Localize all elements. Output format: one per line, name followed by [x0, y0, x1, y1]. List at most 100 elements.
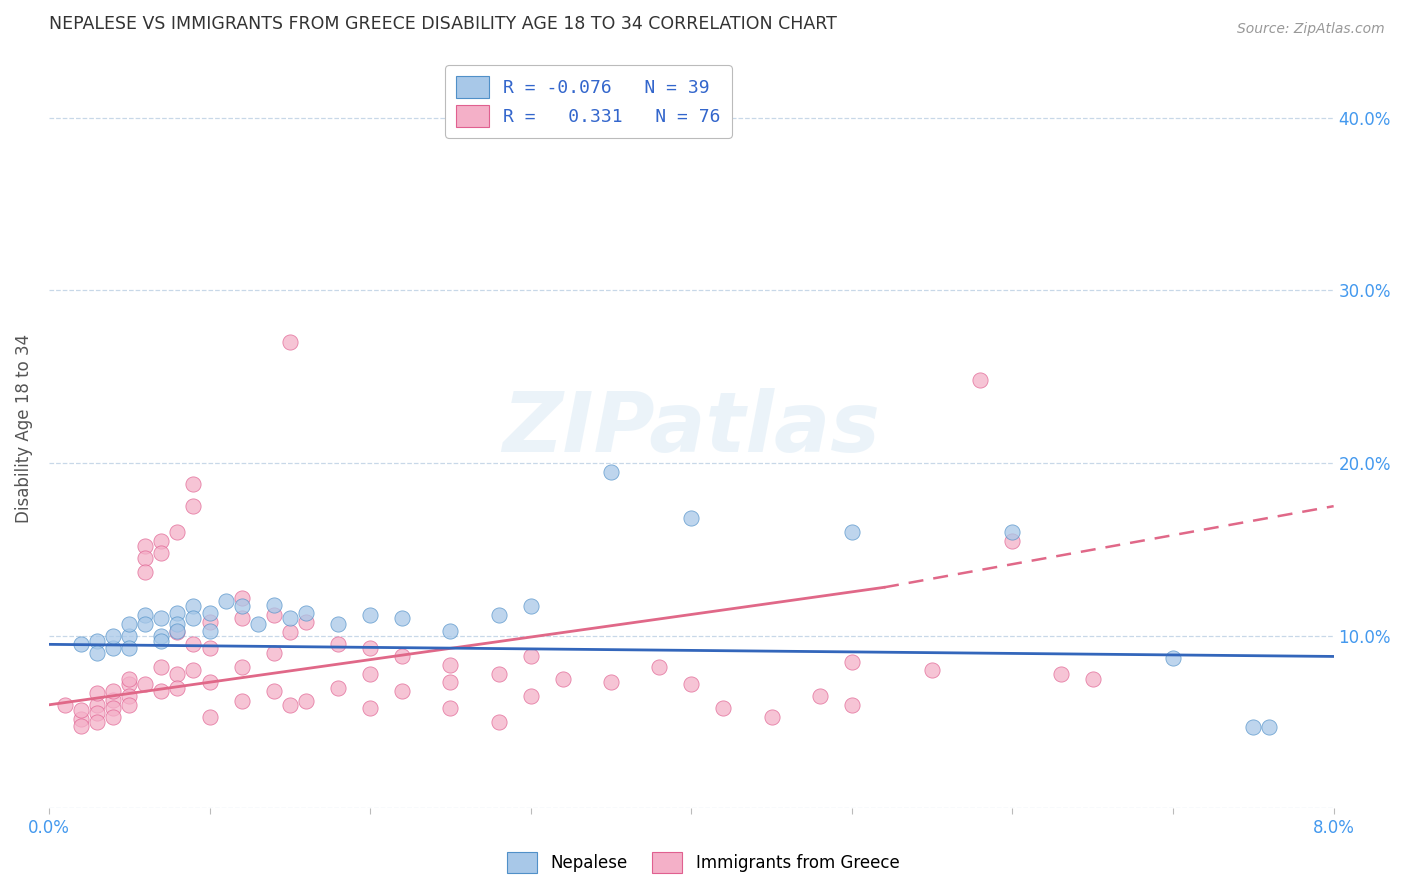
Point	[263, 607, 285, 622]
Point	[118, 698, 141, 712]
Point	[70, 637, 93, 651]
Point	[488, 607, 510, 622]
Point	[183, 611, 205, 625]
Point	[488, 715, 510, 730]
Point	[1241, 720, 1264, 734]
Point	[600, 465, 623, 479]
Point	[761, 710, 783, 724]
Point	[295, 694, 318, 708]
Point	[150, 633, 173, 648]
Point	[166, 616, 188, 631]
Point	[166, 624, 188, 638]
Point	[1258, 720, 1281, 734]
Point	[1001, 533, 1024, 548]
Point	[103, 640, 125, 655]
Point	[681, 511, 703, 525]
Point	[921, 663, 943, 677]
Point	[166, 625, 188, 640]
Point	[359, 640, 381, 655]
Point	[103, 629, 125, 643]
Point	[439, 675, 461, 690]
Point	[86, 633, 108, 648]
Point	[519, 599, 541, 614]
Point	[231, 660, 253, 674]
Point	[118, 677, 141, 691]
Point	[118, 616, 141, 631]
Point	[118, 672, 141, 686]
Point	[166, 525, 188, 540]
Point	[519, 689, 541, 703]
Point	[326, 616, 349, 631]
Point	[1161, 651, 1184, 665]
Point	[681, 677, 703, 691]
Point	[134, 616, 156, 631]
Point	[166, 666, 188, 681]
Point	[118, 629, 141, 643]
Point	[86, 706, 108, 721]
Point	[1081, 672, 1104, 686]
Point	[198, 615, 221, 629]
Point	[198, 640, 221, 655]
Point	[231, 611, 253, 625]
Point	[53, 698, 76, 712]
Point	[150, 660, 173, 674]
Point	[551, 672, 574, 686]
Point	[1049, 666, 1071, 681]
Point	[263, 646, 285, 660]
Point	[86, 698, 108, 712]
Point	[278, 698, 301, 712]
Text: NEPALESE VS IMMIGRANTS FROM GREECE DISABILITY AGE 18 TO 34 CORRELATION CHART: NEPALESE VS IMMIGRANTS FROM GREECE DISAB…	[49, 15, 837, 33]
Point	[439, 658, 461, 673]
Point	[326, 637, 349, 651]
Point	[118, 689, 141, 703]
Point	[295, 615, 318, 629]
Point	[134, 551, 156, 566]
Point	[231, 599, 253, 614]
Point	[70, 718, 93, 732]
Legend: R = -0.076   N = 39, R =   0.331   N = 76: R = -0.076 N = 39, R = 0.331 N = 76	[446, 65, 731, 138]
Legend: Nepalese, Immigrants from Greece: Nepalese, Immigrants from Greece	[501, 846, 905, 880]
Text: ZIPatlas: ZIPatlas	[502, 388, 880, 469]
Point	[134, 565, 156, 579]
Point	[278, 334, 301, 349]
Point	[278, 625, 301, 640]
Point	[150, 546, 173, 560]
Y-axis label: Disability Age 18 to 34: Disability Age 18 to 34	[15, 334, 32, 523]
Point	[326, 681, 349, 695]
Point	[103, 684, 125, 698]
Point	[183, 499, 205, 513]
Point	[183, 476, 205, 491]
Point	[231, 694, 253, 708]
Point	[103, 692, 125, 706]
Point	[134, 677, 156, 691]
Point	[103, 710, 125, 724]
Point	[263, 684, 285, 698]
Point	[70, 712, 93, 726]
Point	[183, 637, 205, 651]
Text: Source: ZipAtlas.com: Source: ZipAtlas.com	[1237, 22, 1385, 37]
Point	[359, 701, 381, 715]
Point	[1001, 525, 1024, 540]
Point	[391, 649, 413, 664]
Point	[70, 703, 93, 717]
Point	[198, 607, 221, 621]
Point	[648, 660, 671, 674]
Point	[86, 646, 108, 660]
Point	[439, 701, 461, 715]
Point	[841, 698, 863, 712]
Point	[278, 611, 301, 625]
Point	[86, 715, 108, 730]
Point	[808, 689, 831, 703]
Point	[231, 591, 253, 605]
Point	[198, 675, 221, 690]
Point	[183, 599, 205, 614]
Point	[150, 611, 173, 625]
Point	[841, 525, 863, 540]
Point	[166, 607, 188, 621]
Point	[134, 607, 156, 622]
Point	[295, 607, 318, 621]
Point	[166, 681, 188, 695]
Point	[359, 607, 381, 622]
Point	[391, 611, 413, 625]
Point	[439, 624, 461, 638]
